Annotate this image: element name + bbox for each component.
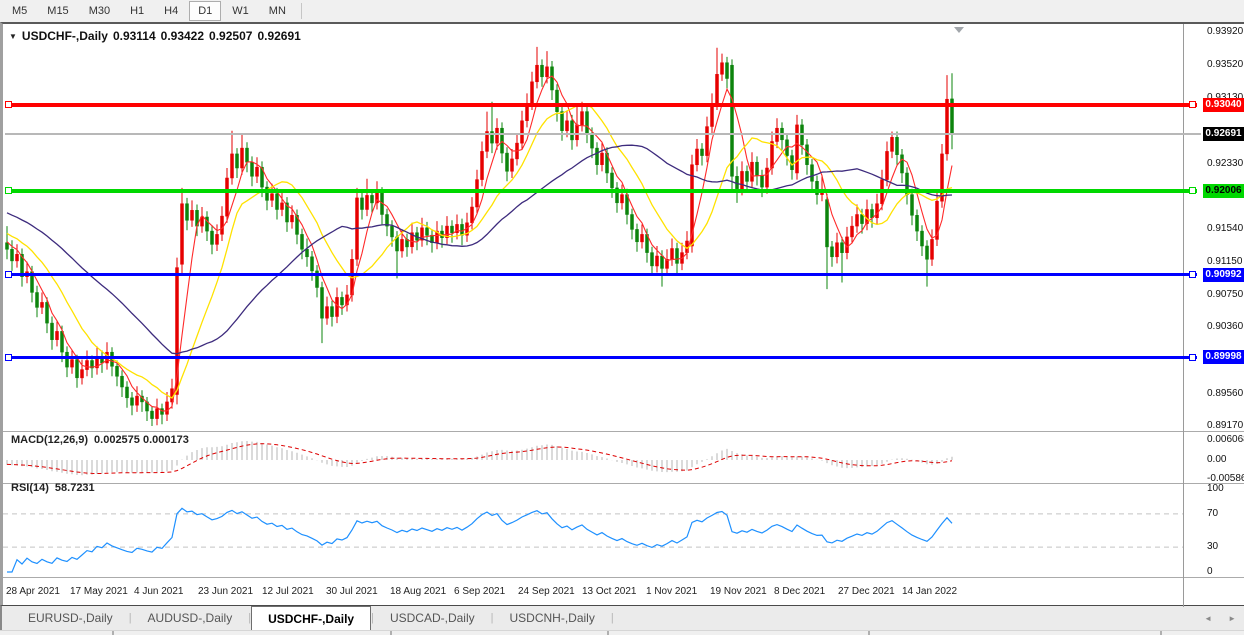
x-axis-label: 6 Sep 2021	[454, 586, 506, 597]
timeframe-button-m15[interactable]: M15	[38, 1, 77, 21]
ohlc-high: 0.93422	[160, 29, 205, 43]
x-axis-label: 14 Jan 2022	[902, 586, 957, 597]
tab-separator: |	[128, 612, 132, 624]
support-line-blue1-anchor-left[interactable]	[5, 271, 12, 279]
status-divider	[390, 631, 392, 635]
timeframe-button-h4[interactable]: H4	[155, 1, 187, 21]
rsi-scale-tick: 70	[1207, 508, 1219, 519]
status-divider	[112, 631, 114, 635]
y-axis-tick: 0.92330	[1207, 157, 1244, 169]
support-line-blue2[interactable]	[5, 355, 1197, 359]
x-axis-label: 8 Dec 2021	[774, 586, 826, 597]
timeframe-toolbar: M5 M15 M30 H1 H4 D1 W1 MN	[0, 0, 1244, 22]
x-axis-label: 17 May 2021	[70, 586, 128, 597]
x-axis-label: 1 Nov 2021	[646, 586, 698, 597]
tab-separator: |	[371, 612, 374, 624]
support-line-mid-price-badge: 0.92006	[1203, 183, 1244, 198]
support-line-mid-anchor-left[interactable]	[5, 187, 12, 195]
y-axis-tick: 0.93130	[1207, 92, 1243, 103]
tab-usdcad[interactable]: USDCAD-,Daily	[389, 611, 475, 625]
tab-usdchf[interactable]: USDCHF-,Daily	[251, 606, 372, 630]
rsi-scale-tick: 30	[1207, 541, 1219, 552]
x-axis-label: 28 Apr 2021	[6, 586, 60, 597]
y-axis-tick: 0.89170	[1207, 420, 1244, 431]
rsi-scale-tick: 100	[1207, 483, 1224, 494]
x-axis-label: 24 Sep 2021	[518, 586, 575, 597]
x-axis-label: 23 Jun 2021	[198, 586, 253, 597]
tab-audusd[interactable]: AUDUSD-,Daily	[147, 611, 233, 625]
chart-dropdown-icon[interactable]: ▼	[9, 31, 17, 41]
chart-window[interactable]: 28 Apr 2021 17 May 2021 4 Jun 2021 23 Jun 2…	[0, 22, 1244, 607]
timeframe-button-h1[interactable]: H1	[121, 1, 153, 21]
y-axis-tick: 0.91540	[1207, 223, 1244, 235]
support-line-blue1-anchor-right[interactable]	[1189, 271, 1196, 279]
x-axis-label: 19 Nov 2021	[710, 586, 767, 597]
timeframe-button-w1[interactable]: W1	[223, 1, 258, 21]
tab-separator: |	[610, 612, 614, 624]
status-divider	[868, 631, 870, 635]
support-line-mid[interactable]	[5, 188, 1197, 193]
timeframe-button-m5[interactable]: M5	[3, 1, 36, 21]
price-chart[interactable]: 28 Apr 2021 17 May 2021 4 Jun 2021 23 Jun 2…	[3, 24, 1184, 607]
tab-usdcnh[interactable]: USDCNH-,Daily	[509, 611, 595, 625]
chart-symbol-label: USDCHF-,Daily	[21, 29, 108, 43]
toolbar-separator	[300, 3, 302, 19]
last-price-line	[5, 132, 1201, 135]
x-axis-label: 13 Oct 2021	[582, 586, 637, 597]
timeframe-button-m30[interactable]: M30	[80, 1, 119, 21]
tab-scroll-right-icon[interactable]: ►	[1228, 614, 1236, 623]
macd-scale-tick: 0.00	[1207, 454, 1227, 465]
x-axis-label: 30 Jul 2021	[326, 586, 378, 597]
pane-separator-rsi[interactable]	[3, 483, 1244, 484]
ohlc-close: 0.92691	[257, 29, 301, 43]
y-axis-tick: 0.90360	[1207, 321, 1244, 333]
resistance-line-anchor-left[interactable]	[5, 101, 12, 109]
macd-scale-tick: 0.006068	[1207, 434, 1244, 445]
status-divider	[607, 631, 609, 635]
tab-scroll-left-icon[interactable]: ◄	[1204, 614, 1213, 623]
chart-title: ▼ USDCHF-,Daily 0.93114 0.93422 0.92507 …	[9, 29, 301, 43]
timeframe-button-d1[interactable]: D1	[189, 1, 222, 21]
rsi-indicator-label: RSI(14) 58.7231	[11, 482, 95, 494]
rsi-scale-tick: 0	[1207, 566, 1213, 577]
y-axis-tick: 0.93920	[1207, 26, 1244, 37]
price-axis-border	[1183, 24, 1184, 607]
support-line-blue1[interactable]	[5, 273, 1197, 277]
support-line-blue1-price-badge: 0.90992	[1203, 267, 1244, 282]
timeframe-button-mn[interactable]: MN	[260, 1, 295, 21]
x-axis-label: 12 Jul 2021	[262, 586, 314, 597]
y-axis-tick: 0.90750	[1207, 288, 1244, 300]
chart-tab-bar: EURUSD-,Daily | AUDUSD-,Daily | USDCHF-,Dail…	[0, 605, 1244, 630]
status-divider	[1160, 631, 1162, 635]
resistance-line-anchor-right[interactable]	[1189, 101, 1196, 109]
last-price-badge: 0.92691	[1203, 126, 1244, 141]
macd-scale-tick: -0.005869	[1207, 473, 1244, 484]
tab-eurusd[interactable]: EURUSD-,Daily	[28, 611, 113, 625]
macd-indicator-label: MACD(12,26,9) 0.002575 0.000173	[11, 434, 189, 446]
y-axis-tick: 0.89560	[1207, 387, 1244, 399]
tab-separator: |	[490, 612, 494, 624]
y-axis-tick: 0.93520	[1207, 59, 1244, 71]
resistance-line[interactable]	[5, 102, 1197, 107]
support-line-blue2-anchor-right[interactable]	[1189, 353, 1196, 361]
ohlc-open: 0.93114	[112, 29, 156, 43]
ohlc-low: 0.92507	[209, 29, 253, 43]
support-line-mid-anchor-right[interactable]	[1189, 187, 1196, 195]
support-line-blue2-price-badge: 0.89998	[1203, 350, 1244, 365]
pane-separator-macd[interactable]	[3, 431, 1244, 432]
status-strip	[0, 630, 1244, 635]
x-axis-label: 18 Aug 2021	[390, 586, 447, 597]
x-axis-label: 4 Jun 2021	[134, 586, 184, 597]
pane-separator-dates	[3, 577, 1244, 578]
y-axis-tick: 0.91150	[1207, 255, 1243, 267]
tab-separator: |	[248, 612, 252, 624]
chart-shift-marker-icon[interactable]	[954, 27, 964, 33]
support-line-blue2-anchor-left[interactable]	[5, 353, 12, 361]
x-axis-label: 27 Dec 2021	[838, 586, 895, 597]
resistance-line-price-badge: 0.93040	[1203, 97, 1244, 112]
